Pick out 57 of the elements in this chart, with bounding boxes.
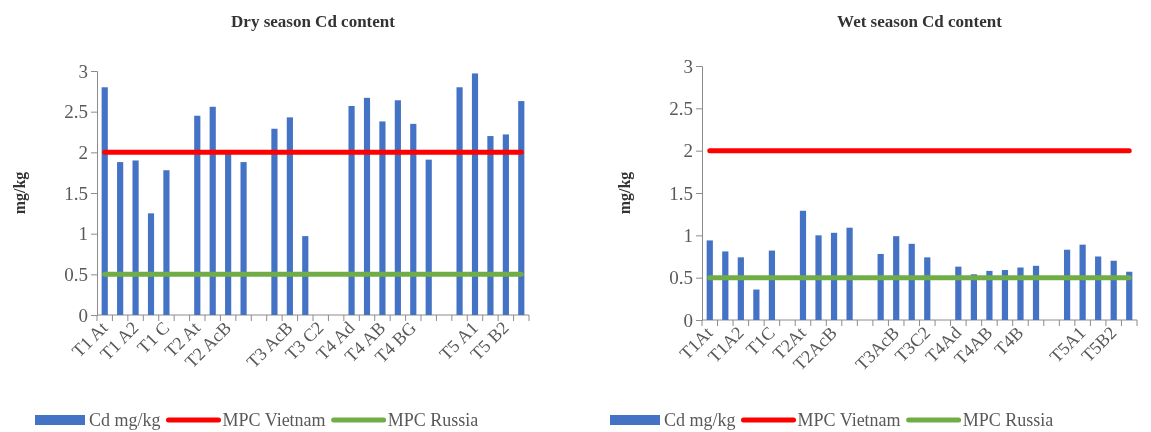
bar xyxy=(363,97,371,315)
bar xyxy=(1017,267,1024,320)
bar xyxy=(225,153,232,315)
legend-label: MPC Russia xyxy=(387,410,479,430)
y-tick-label: 3 xyxy=(683,55,693,77)
y-tick-label: 3 xyxy=(78,60,88,82)
legend-label: MPC Russia xyxy=(962,410,1054,430)
y-axis-title: mg/kg xyxy=(11,171,29,215)
y-tick-label: 0.5 xyxy=(64,263,88,285)
y-tick-label: 2.5 xyxy=(64,101,88,123)
bar xyxy=(394,100,401,315)
y-tick-label: 2.5 xyxy=(669,97,693,119)
legend-label: Cd mg/kg xyxy=(89,410,161,430)
chart-title: Dry season Cd content xyxy=(231,12,396,31)
y-tick-label: 2 xyxy=(683,140,693,162)
bar xyxy=(271,128,278,315)
y-axis-title: mg/kg xyxy=(616,171,634,215)
y-tick-label: 0 xyxy=(683,309,693,331)
bar xyxy=(908,243,915,320)
y-tick-label: 1 xyxy=(683,224,693,246)
bar xyxy=(209,106,216,315)
bar xyxy=(456,87,463,315)
y-tick-label: 0.5 xyxy=(669,267,693,289)
y-tick-label: 1 xyxy=(78,223,88,245)
bar xyxy=(240,162,247,315)
bar xyxy=(302,236,309,315)
bar xyxy=(893,236,900,320)
bar xyxy=(1079,244,1086,320)
bar xyxy=(753,289,760,320)
bar xyxy=(706,240,713,320)
bar xyxy=(722,251,729,320)
legend-label: MPC Vietnam xyxy=(222,410,326,430)
bar xyxy=(410,123,417,315)
bar xyxy=(163,170,170,315)
bar xyxy=(487,136,494,315)
y-tick-label: 1.5 xyxy=(669,182,693,204)
legend-label: Cd mg/kg xyxy=(664,410,736,430)
legend-label: MPC Vietnam xyxy=(797,410,901,430)
bar xyxy=(425,159,432,315)
bar xyxy=(117,162,124,315)
y-tick-label: 2 xyxy=(78,141,88,163)
bar xyxy=(101,87,108,315)
bar xyxy=(799,210,807,320)
bar xyxy=(348,105,355,315)
bar xyxy=(286,117,293,315)
bar xyxy=(132,160,139,315)
bar xyxy=(147,213,155,315)
bar xyxy=(830,232,838,320)
bar xyxy=(815,235,822,320)
bar xyxy=(379,121,386,315)
y-tick-label: 0 xyxy=(78,304,88,326)
bar xyxy=(846,227,853,320)
chart-title: Wet season Cd content xyxy=(837,12,1003,31)
bar xyxy=(518,101,525,315)
bar xyxy=(194,115,201,315)
bar xyxy=(471,73,479,315)
y-tick-label: 1.5 xyxy=(64,182,88,204)
